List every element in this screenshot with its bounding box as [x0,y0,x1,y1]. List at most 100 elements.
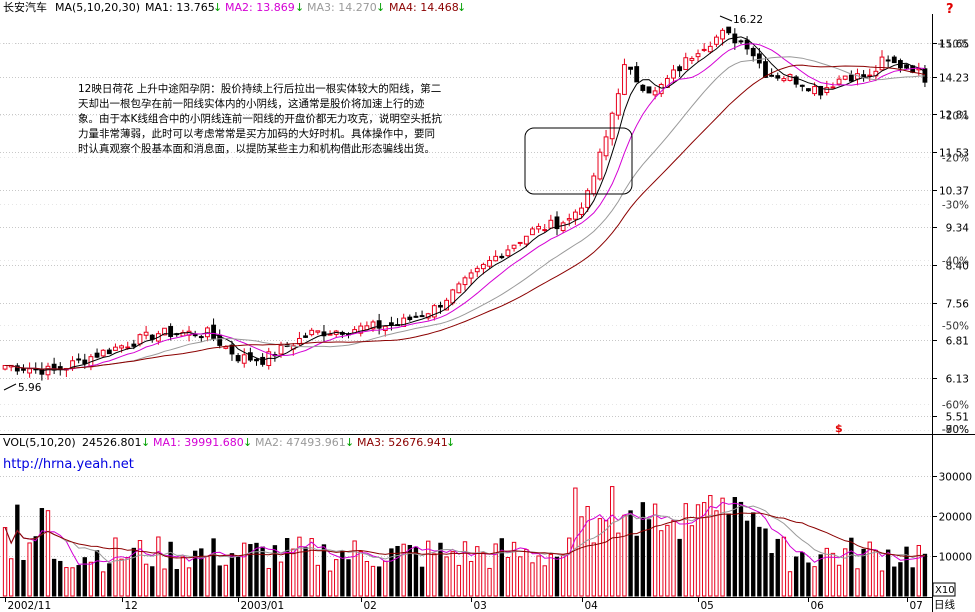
volume-bar [229,553,235,597]
percent-tick-label: -20% [942,153,969,165]
candle-body [634,66,640,83]
volume-bar [751,512,756,597]
volume-bar [542,565,547,597]
x-tick-label: 12 [125,600,138,612]
volume-bar [806,562,811,597]
volume-bar [665,524,670,597]
candle-body [793,76,799,85]
candle-body [229,344,235,355]
volume-bar [248,544,253,597]
volume-bar [824,547,830,597]
candle-body [113,346,118,351]
stock-name: 长安汽车 [3,0,47,14]
volume-bar [150,566,155,597]
volume-bar [125,556,130,597]
watermark: http://hrna.yeah.net [3,457,134,472]
high-price-marker: 16.22 [719,14,763,26]
volume-bar [383,560,388,597]
volume-bar [836,564,842,597]
volume-bar [603,520,609,597]
price-tick-label: 5.51 [946,412,969,424]
candle-body [640,84,646,91]
volume-bar [291,548,296,597]
volume-bar [591,542,596,597]
volume-bar [530,562,535,597]
candle-body [867,74,873,77]
volume-bar [426,540,431,597]
volume-bar [278,561,284,597]
ma-label: MA(5,10,20,30) [55,1,140,14]
candle-body [763,61,768,78]
candle-body [480,263,486,270]
volume-bar [419,566,425,597]
price-tick-label: 6.81 [946,336,969,348]
candle-body [622,64,627,95]
candle-body [671,69,676,79]
volume-bar [76,565,81,597]
candle-body [726,26,732,34]
price-tick-label: 14.23 [939,73,969,85]
volume-bar [137,540,143,597]
candle-body [683,57,689,70]
volume-bar [511,541,517,597]
ma2-value: MA2: 13.869 [225,1,295,14]
volume-bar [640,502,646,597]
volume-bar [70,567,75,597]
x-tick-label: 07 [910,600,923,612]
candle-body [198,336,204,339]
candle-body [211,324,216,339]
candle-body [609,112,615,140]
candle-body [254,358,259,362]
volume-bar [861,548,866,597]
price-tick-label: 9.34 [946,223,970,235]
volume-ma2-down-arrow-icon: ↓ [345,436,354,449]
volume-bar [873,549,879,597]
help-icon[interactable]: ? [946,2,954,17]
candle-body [431,305,437,318]
volume-bar [113,537,118,597]
candle-body [223,346,229,349]
volume-bar [910,567,915,597]
candle-body [241,354,247,364]
candle-body [799,84,805,87]
volume-bar [462,541,468,597]
price-legend: 长安汽车 MA(5,10,20,30) MA1: 13.765 ↓ MA2: 1… [3,0,466,14]
candle-body [358,325,364,334]
x-tick-label: 02 [364,600,377,612]
volume-bar [370,565,376,597]
ma1-value: MA1: 13.765 [145,1,215,14]
volume-bar [303,547,308,597]
candle-body [603,136,609,157]
volume-bar [652,503,658,597]
volume-bar [609,486,615,597]
volume-bar [922,553,928,597]
candle-body [756,53,762,64]
volume-bar [518,556,523,597]
volume-axis: 30000 20000 10000 [932,472,972,564]
volume-bar [242,542,247,597]
volume-bar [456,564,462,597]
volume-bar [340,550,345,597]
candle-body [260,356,266,365]
volume-bar [407,544,412,597]
volume-bar [217,565,222,597]
volume-bar [432,553,437,597]
x-tick-label: 04 [585,600,599,612]
volume-bar [444,556,449,597]
volume-bar [334,559,339,597]
volume-bar [21,559,26,597]
ma4-value: MA4: 14.468 [389,1,459,14]
annotation-line: 时认真观察个股基本面和消息面，以提防某些主力和机构借此形态骗线出货。 [78,142,435,155]
volume-bar [2,527,8,597]
volume-bar [714,510,719,597]
volume-bar [88,561,94,597]
volume-bar [585,506,590,597]
candle-body [824,87,830,94]
volume-bar [493,543,498,597]
percent-tick-label: -90% [942,424,969,436]
candle-body [891,56,897,64]
candle-body [407,316,413,321]
volume-bar [677,538,682,597]
